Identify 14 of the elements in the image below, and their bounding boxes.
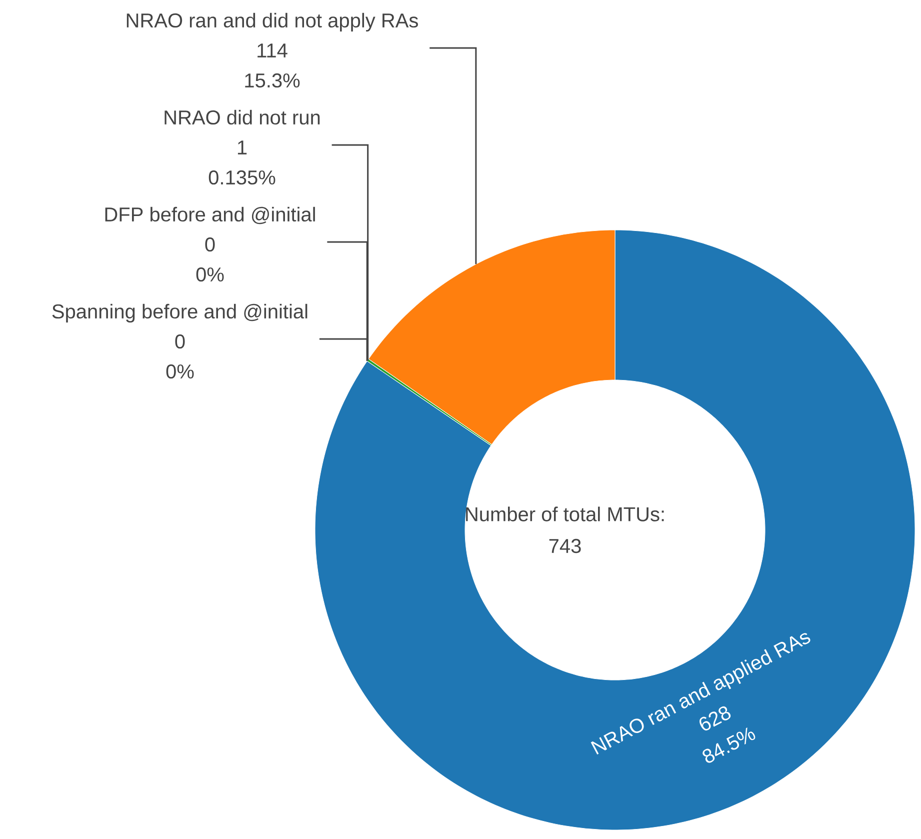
category-label: DFP before and @initial <box>105 206 315 224</box>
category-label: Spanning before and @initial <box>52 304 308 323</box>
text: 0% <box>196 267 224 282</box>
text: Number of total MTUs: <box>466 506 664 522</box>
data-label: 1 <box>238 140 247 154</box>
text: 0 <box>205 237 215 252</box>
text: 0 <box>175 334 185 349</box>
slice-label: NRAO did not run <box>164 110 320 125</box>
slice-label: NRAO ran and did not apply RAs <box>126 12 418 32</box>
data-label: 114 <box>258 44 288 58</box>
text: 15.3% <box>245 73 300 88</box>
text: 0.135% <box>208 170 276 185</box>
text: 743 <box>549 538 581 554</box>
text: 0% <box>166 364 194 379</box>
